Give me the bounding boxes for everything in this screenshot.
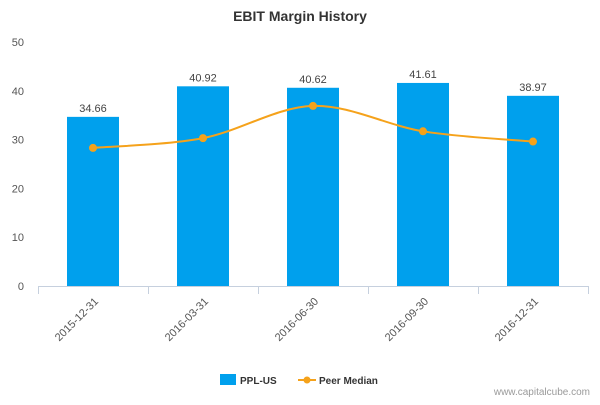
peer-median-point xyxy=(529,137,537,146)
y-tick-label: 30 xyxy=(12,135,24,147)
y-tick-label: 40 xyxy=(12,86,24,98)
bar-data-label: 41.61 xyxy=(409,69,437,81)
peer-median-point xyxy=(309,101,317,110)
bar-data-label: 34.66 xyxy=(79,103,107,115)
peer-median-point xyxy=(419,127,427,136)
bar-data-label: 40.92 xyxy=(189,72,217,84)
bar xyxy=(177,86,229,287)
bar-data-label: 38.97 xyxy=(519,82,547,94)
bar-data-labels: 34.66 40.92 40.62 41.61 38.97 xyxy=(79,69,547,115)
line-series xyxy=(89,101,537,152)
bar xyxy=(67,116,119,287)
x-tick-label: 2016-06-30 xyxy=(273,296,321,344)
bar-data-label: 40.62 xyxy=(299,74,327,86)
legend-label-peer-median: Peer Median xyxy=(319,376,378,387)
y-axis: 0 10 20 30 40 50 xyxy=(12,37,24,293)
legend-label-ppl-us: PPL-US xyxy=(240,376,277,387)
watermark: www.capitalcube.com xyxy=(493,387,590,398)
x-tick-label: 2016-12-31 xyxy=(493,296,541,344)
x-tick-label: 2015-12-31 xyxy=(53,296,101,344)
x-tick-label: 2016-09-30 xyxy=(383,296,431,344)
legend-swatch-peer-median-marker xyxy=(303,376,311,384)
peer-median-point xyxy=(89,143,97,152)
y-tick-label: 50 xyxy=(12,37,24,49)
bar-series xyxy=(67,82,559,287)
y-tick-label: 0 xyxy=(18,281,24,293)
x-tick-label: 2016-03-31 xyxy=(163,296,211,344)
bar xyxy=(287,87,339,286)
chart-title: EBIT Margin History xyxy=(233,8,367,24)
bar xyxy=(507,95,559,286)
legend-swatch-ppl-us xyxy=(220,374,236,385)
y-tick-label: 20 xyxy=(12,183,24,195)
bar xyxy=(397,82,449,286)
x-axis: 2015-12-31 2016-03-31 2016-06-30 2016-09-30… xyxy=(38,286,589,344)
y-tick-label: 10 xyxy=(12,232,24,244)
legend: PPL-US Peer Median xyxy=(220,374,378,387)
peer-median-point xyxy=(199,134,207,143)
